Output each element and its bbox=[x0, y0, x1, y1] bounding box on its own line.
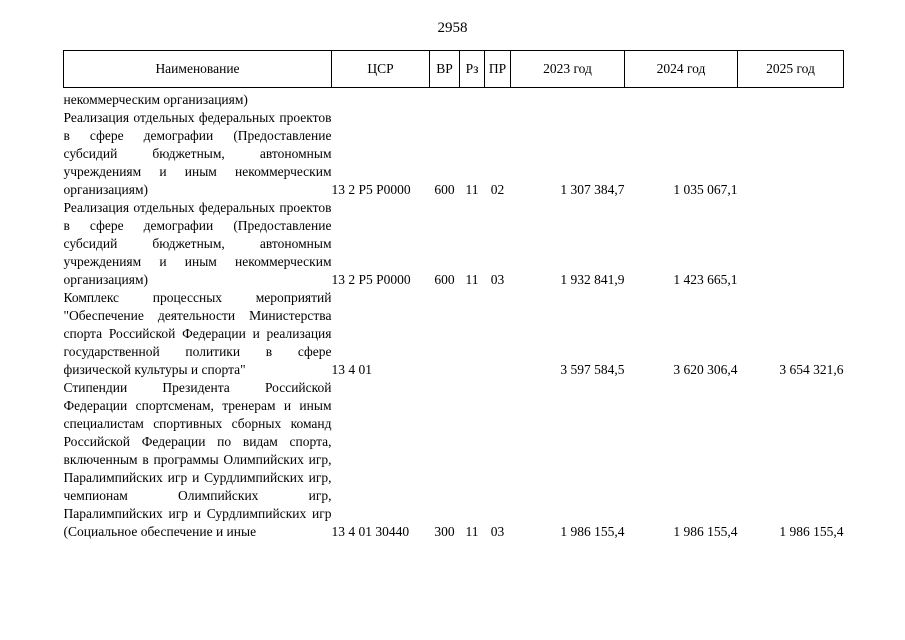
table-row: Стипендии Президента Российской Федераци… bbox=[64, 379, 844, 541]
page-number: 2958 bbox=[437, 20, 468, 36]
table-row: Комплекс процессных мероприятий "Обеспеч… bbox=[64, 289, 844, 379]
cell-rz: 11 bbox=[465, 272, 479, 287]
cell-2025: 3 654 321,6 bbox=[779, 362, 844, 377]
header-name: Наименование bbox=[63, 50, 332, 88]
cell-2024: 1 035 067,1 bbox=[673, 182, 738, 197]
cell-name: Комплекс процессных мероприятий "Обеспеч… bbox=[63, 290, 332, 377]
cell-csr: 13 4 01 bbox=[331, 362, 373, 377]
cell-2023: 3 597 584,5 bbox=[560, 362, 625, 377]
header-vr: ВР bbox=[429, 50, 460, 88]
header-csr: ЦСР bbox=[331, 50, 430, 88]
cell-csr: 13 2 Р5 Р0000 bbox=[331, 272, 411, 287]
cell-2023 bbox=[511, 88, 625, 110]
cell-2025 bbox=[738, 109, 844, 199]
cell-csr: 13 4 01 30440 bbox=[331, 524, 410, 539]
table-header-row: Наименование ЦСР ВР Рз ПР 2023 год 2024 … bbox=[63, 50, 844, 88]
cell-name: Реализация отдельных федеральных проекто… bbox=[63, 200, 332, 287]
cell-vr: 300 bbox=[434, 524, 455, 539]
cell-vr bbox=[430, 289, 460, 379]
cell-pr bbox=[485, 289, 511, 379]
cell-name: Стипендии Президента Российской Федераци… bbox=[63, 380, 332, 539]
header-rz: Рз bbox=[459, 50, 485, 88]
cell-pr: 03 bbox=[490, 524, 505, 539]
cell-2024 bbox=[625, 88, 738, 110]
budget-table: Наименование ЦСР ВР Рз ПР 2023 год 2024 … bbox=[63, 50, 844, 541]
header-2023: 2023 год bbox=[510, 50, 625, 88]
cell-pr: 03 bbox=[490, 272, 505, 287]
header-2024: 2024 год bbox=[624, 50, 738, 88]
cell-pr: 02 bbox=[490, 182, 505, 197]
cell-2025: 1 986 155,4 bbox=[779, 524, 844, 539]
cell-2023: 1 932 841,9 bbox=[560, 272, 625, 287]
table-row: Реализация отдельных федеральных проекто… bbox=[64, 109, 844, 199]
cell-vr: 600 bbox=[434, 182, 455, 197]
cell-rz bbox=[460, 88, 485, 110]
cell-2024: 3 620 306,4 bbox=[673, 362, 738, 377]
cell-rz bbox=[460, 289, 485, 379]
cell-2024: 1 986 155,4 bbox=[673, 524, 738, 539]
table-row: Реализация отдельных федеральных проекто… bbox=[64, 199, 844, 289]
cell-name: Реализация отдельных федеральных проекто… bbox=[63, 110, 332, 197]
cell-rz: 11 bbox=[465, 182, 479, 197]
cell-vr bbox=[430, 88, 460, 110]
cell-2025 bbox=[738, 88, 844, 110]
cell-csr bbox=[332, 88, 430, 110]
cell-2025 bbox=[738, 199, 844, 289]
header-pr: ПР bbox=[484, 50, 511, 88]
cell-2023: 1 986 155,4 bbox=[560, 524, 625, 539]
cell-name: некоммерческим организациям) bbox=[63, 92, 248, 107]
cell-rz: 11 bbox=[465, 524, 479, 539]
cell-2023: 1 307 384,7 bbox=[560, 182, 625, 197]
cell-pr bbox=[485, 88, 511, 110]
cell-vr: 600 bbox=[434, 272, 455, 287]
cell-2024: 1 423 665,1 bbox=[673, 272, 738, 287]
table-row: некоммерческим организациям) bbox=[64, 88, 844, 110]
cell-csr: 13 2 Р5 Р0000 bbox=[331, 182, 411, 197]
header-2025: 2025 год bbox=[737, 50, 844, 88]
